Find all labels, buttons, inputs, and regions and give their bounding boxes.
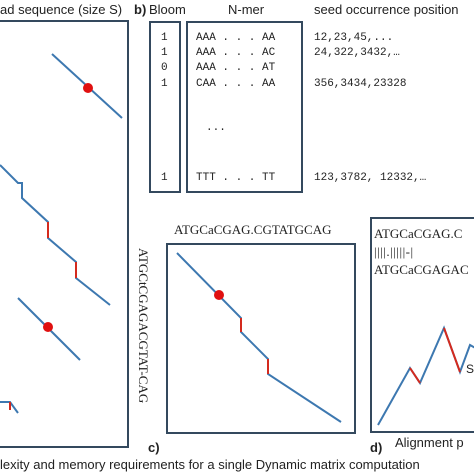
nmer-column-frame bbox=[186, 21, 303, 193]
panel-a-seed-dot-1 bbox=[83, 83, 93, 93]
panel-a-title: ad sequence (size S) bbox=[0, 2, 123, 17]
panel-d-frame bbox=[370, 217, 474, 433]
nmer-value: TTT . . . TT bbox=[196, 172, 276, 184]
nmer-value: AAA . . . AC bbox=[196, 47, 276, 59]
bloom-value: 1 bbox=[161, 47, 168, 59]
panel-a-seed-dot-2 bbox=[43, 322, 53, 332]
seed-positions: 24,322,3432,… bbox=[314, 47, 400, 59]
bloom-header: Bloom bbox=[149, 2, 186, 17]
panel-c-seed-dot bbox=[214, 290, 224, 300]
seed-positions: 12,23,45,... bbox=[314, 32, 394, 44]
panel-d-drop-2 bbox=[443, 327, 461, 373]
panel-d-drop-1 bbox=[409, 367, 421, 384]
panel-c-side-sequence-wrap: ATGCtCGAGACGTAT-CAG bbox=[133, 248, 153, 434]
panel-a-path bbox=[0, 164, 111, 306]
nmer-value: AAA . . . AA bbox=[196, 32, 276, 44]
nmer-value: CAA . . . AA bbox=[196, 78, 276, 90]
nmer-value: AAA . . . AT bbox=[196, 62, 276, 74]
panel-c-top-sequence: ATGCaCGAG.CGTATGCAG bbox=[174, 222, 332, 237]
figure-caption: lexity and memory requirements for a sin… bbox=[0, 457, 420, 472]
bloom-value: 0 bbox=[161, 62, 168, 74]
alignment-axis-label: Alignment p bbox=[395, 435, 464, 450]
panel-c-label: c) bbox=[148, 440, 160, 455]
seed-header: seed occurrence position bbox=[314, 2, 459, 17]
bloom-value: 1 bbox=[161, 32, 168, 44]
seed-positions: 123,3782, 12332,… bbox=[314, 172, 427, 184]
panel-c-path bbox=[176, 252, 342, 423]
panel-b-label: b) bbox=[134, 2, 147, 17]
alignment-match-line: ||||.|||||-| bbox=[374, 244, 414, 259]
alignment-top: ATGCaCGAG.C bbox=[374, 226, 463, 241]
panel-c-frame bbox=[166, 243, 356, 434]
bloom-value: 1 bbox=[161, 172, 168, 184]
panel-c-side-sequence: ATGCtCGAGACGTAT-CAG bbox=[136, 248, 151, 404]
nmer-header: N-mer bbox=[228, 2, 265, 17]
ellipsis: ... bbox=[206, 122, 226, 134]
bloom-column-frame bbox=[149, 21, 181, 193]
alignment-bottom: ATGCaCGAGAC bbox=[374, 262, 469, 277]
score-glyph: S bbox=[466, 362, 474, 376]
seed-positions: 356,3434,23328 bbox=[314, 78, 407, 90]
bloom-value: 1 bbox=[161, 78, 168, 90]
panel-a-frame bbox=[0, 20, 129, 448]
panel-d-label: d) bbox=[370, 440, 383, 455]
panel-d-score-path bbox=[377, 325, 474, 426]
